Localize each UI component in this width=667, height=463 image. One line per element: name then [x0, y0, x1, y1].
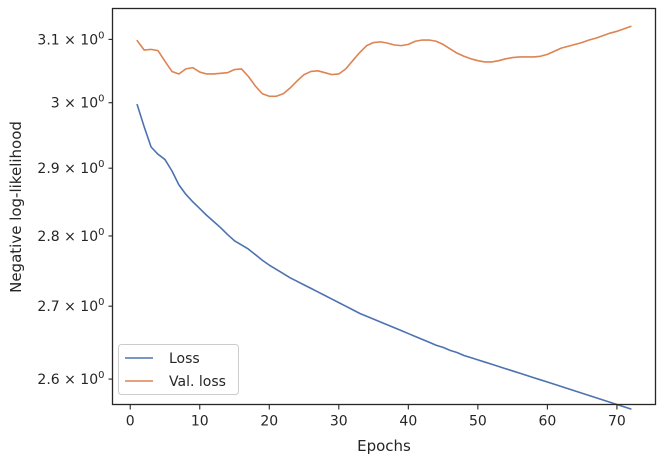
y-axis-label: Negative log-likelihood — [7, 121, 25, 293]
y-tick-label: 2.7 × 100 — [37, 297, 104, 315]
legend-label-val-loss: Val. loss — [169, 374, 226, 390]
y-tick-label: 3 × 100 — [51, 94, 105, 112]
series-line-loss — [136, 103, 632, 410]
x-tick-label: 40 — [399, 414, 417, 430]
x-tick-label: 0 — [126, 414, 135, 430]
series-layer — [136, 25, 632, 410]
x-tick-label: 60 — [538, 414, 556, 430]
x-tick-label: 20 — [260, 414, 278, 430]
legend-box — [118, 344, 239, 395]
series-line-val-loss — [136, 25, 632, 98]
y-tick-label: 2.6 × 100 — [37, 370, 104, 388]
y-tick-label: 3.1 × 100 — [37, 30, 104, 48]
x-axis-label: Epochs — [357, 437, 411, 455]
x-tick-label: 70 — [608, 414, 626, 430]
legend-label-loss: Loss — [169, 351, 200, 367]
plot-area — [112, 8, 656, 405]
y-axis: 2.6 × 100 2.7 × 100 2.8 × 100 2.9 × 100 3 × … — [37, 30, 113, 388]
x-axis: 0 10 20 30 40 50 60 70 — [126, 404, 626, 430]
x-tick-label: 30 — [330, 414, 348, 430]
y-tick-label: 2.8 × 100 — [37, 227, 104, 245]
legend: Loss Val. loss — [118, 344, 239, 395]
y-tick-label: 2.9 × 100 — [37, 159, 104, 177]
axes-frame — [111, 7, 657, 406]
x-tick-label: 50 — [469, 414, 487, 430]
x-tick-label: 10 — [191, 414, 209, 430]
